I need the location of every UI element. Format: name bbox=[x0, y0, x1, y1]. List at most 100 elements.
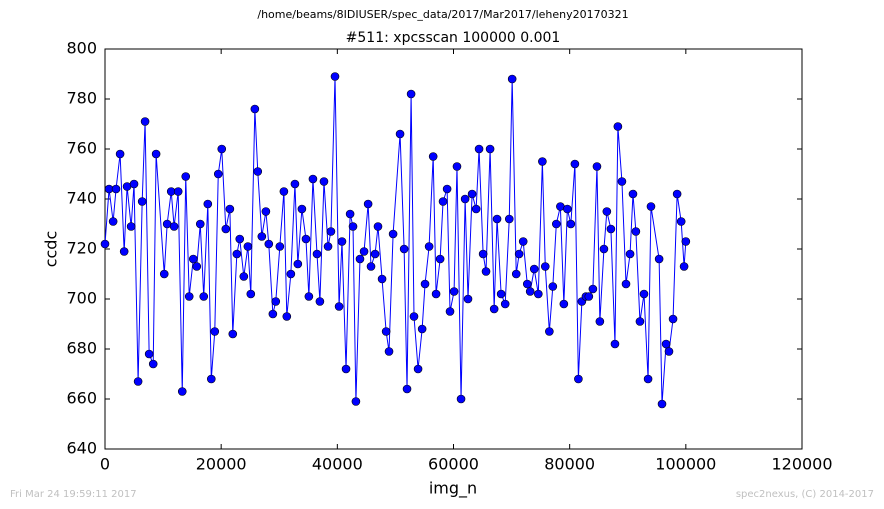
data-point bbox=[381, 327, 391, 336]
y-tick-label: 720 bbox=[66, 239, 97, 258]
data-point bbox=[409, 312, 419, 321]
data-point bbox=[657, 399, 667, 409]
y-tick-label: 760 bbox=[66, 139, 97, 158]
data-point bbox=[140, 117, 150, 126]
data-point bbox=[355, 254, 365, 264]
data-point bbox=[351, 397, 361, 406]
data-point bbox=[221, 224, 231, 234]
data-point bbox=[137, 197, 147, 206]
data-point bbox=[206, 374, 216, 384]
data-point bbox=[235, 234, 245, 244]
data-point bbox=[243, 242, 253, 251]
data-point bbox=[308, 174, 318, 184]
data-point bbox=[442, 184, 452, 194]
data-point bbox=[617, 177, 627, 186]
data-point bbox=[341, 364, 351, 374]
data-point bbox=[100, 239, 110, 249]
data-point bbox=[323, 242, 333, 251]
data-point bbox=[661, 339, 671, 349]
data-point bbox=[377, 274, 387, 284]
data-point bbox=[188, 254, 198, 264]
data-point bbox=[169, 222, 179, 231]
data-point bbox=[529, 264, 539, 274]
data-point bbox=[337, 237, 347, 246]
x-tick-label: 40000 bbox=[312, 455, 363, 474]
x-tick-label: 120000 bbox=[771, 455, 832, 474]
data-point bbox=[293, 259, 303, 269]
data-point bbox=[563, 204, 572, 214]
data-point bbox=[449, 287, 459, 296]
data-point bbox=[345, 209, 355, 219]
data-point bbox=[286, 269, 296, 279]
data-point bbox=[420, 279, 430, 289]
data-point bbox=[500, 299, 510, 309]
data-point bbox=[261, 207, 271, 216]
data-point bbox=[253, 167, 263, 176]
data-point bbox=[602, 207, 612, 216]
data-point bbox=[438, 197, 448, 206]
data-point bbox=[545, 327, 554, 336]
data-point bbox=[428, 152, 438, 161]
data-point bbox=[478, 249, 488, 259]
data-point bbox=[570, 159, 580, 169]
data-point bbox=[467, 189, 477, 199]
data-point bbox=[646, 202, 656, 211]
data-point bbox=[250, 104, 260, 114]
data-point bbox=[621, 279, 631, 289]
x-tick-label: 20000 bbox=[196, 455, 247, 474]
x-axis-label: img_n bbox=[429, 479, 477, 499]
data-point bbox=[402, 384, 412, 394]
data-point bbox=[399, 244, 409, 254]
data-point bbox=[181, 172, 191, 181]
x-tick-label: 80000 bbox=[544, 455, 595, 474]
data-point bbox=[184, 292, 194, 301]
data-point bbox=[540, 262, 550, 271]
data-point bbox=[282, 312, 292, 321]
data-point bbox=[330, 72, 340, 81]
x-tick-label: 0 bbox=[100, 455, 110, 474]
data-point bbox=[566, 219, 576, 229]
data-point bbox=[592, 162, 602, 171]
data-point bbox=[413, 364, 423, 374]
data-point bbox=[217, 144, 227, 154]
data-point bbox=[538, 157, 547, 166]
data-point bbox=[319, 177, 329, 186]
plot-frame bbox=[104, 48, 803, 450]
data-point bbox=[232, 249, 242, 259]
data-point bbox=[159, 269, 169, 279]
data-point bbox=[395, 129, 405, 139]
data-point bbox=[679, 262, 689, 271]
data-point bbox=[315, 297, 325, 306]
data-point bbox=[268, 309, 278, 319]
data-point bbox=[246, 289, 256, 299]
data-point bbox=[668, 314, 678, 324]
data-point bbox=[366, 262, 376, 271]
data-point bbox=[388, 229, 398, 239]
data-point bbox=[452, 162, 462, 171]
data-point bbox=[417, 324, 427, 334]
footer-left: Fri Mar 24 19:59:11 2017 bbox=[10, 489, 137, 500]
data-point bbox=[257, 232, 267, 241]
data-point bbox=[631, 227, 641, 236]
data-point bbox=[144, 349, 154, 359]
data-point bbox=[173, 187, 183, 196]
data-point bbox=[534, 289, 543, 299]
data-point bbox=[471, 204, 481, 214]
data-point bbox=[511, 269, 521, 279]
data-point bbox=[518, 237, 528, 246]
data-point bbox=[199, 292, 209, 301]
data-point bbox=[279, 187, 289, 196]
data-point bbox=[297, 204, 307, 214]
data-point bbox=[514, 249, 524, 259]
data-point bbox=[195, 219, 205, 229]
y-tick-label: 740 bbox=[66, 189, 97, 208]
chart-title: #511: xpcsscan 100000 0.001 bbox=[346, 30, 561, 46]
data-point bbox=[111, 184, 121, 194]
data-point bbox=[654, 254, 664, 264]
data-point bbox=[485, 144, 495, 154]
data-point bbox=[522, 279, 532, 289]
data-point bbox=[552, 219, 561, 229]
data-point bbox=[133, 377, 143, 386]
data-point bbox=[460, 194, 470, 204]
x-tick-label: 100000 bbox=[655, 455, 716, 474]
